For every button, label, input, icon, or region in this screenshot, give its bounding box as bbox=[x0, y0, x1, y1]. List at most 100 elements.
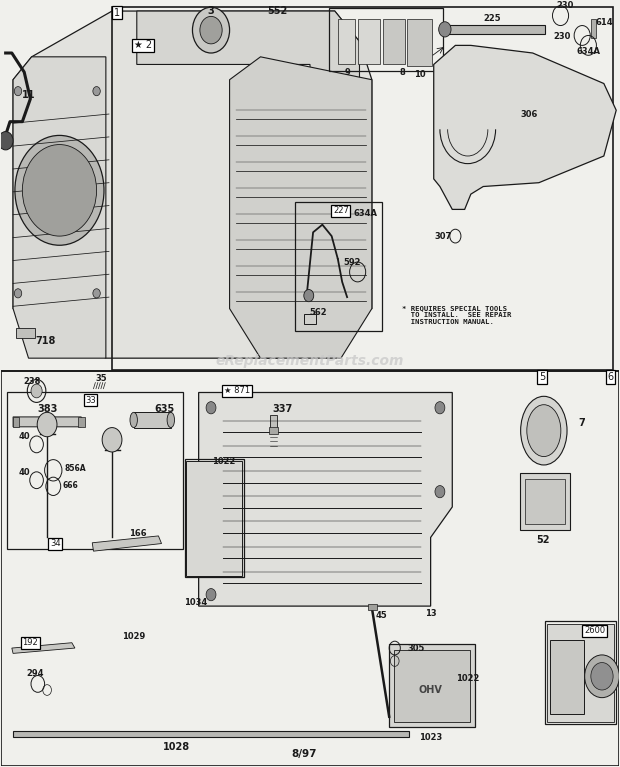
Polygon shape bbox=[12, 643, 75, 653]
Text: 225: 225 bbox=[484, 14, 502, 23]
Text: 10: 10 bbox=[414, 70, 426, 79]
Bar bbox=[547, 624, 614, 722]
Text: 294: 294 bbox=[26, 669, 43, 678]
Bar bbox=[383, 18, 405, 64]
Bar bbox=[1, 371, 619, 766]
Polygon shape bbox=[92, 536, 162, 551]
Bar bbox=[134, 413, 171, 427]
Text: 7: 7 bbox=[579, 418, 585, 428]
Bar bbox=[368, 604, 378, 610]
Circle shape bbox=[206, 588, 216, 601]
Bar bbox=[186, 461, 242, 575]
Ellipse shape bbox=[167, 413, 174, 427]
Polygon shape bbox=[198, 393, 452, 606]
Bar bbox=[112, 7, 613, 370]
Text: 166: 166 bbox=[129, 529, 147, 538]
Text: 614: 614 bbox=[595, 18, 613, 27]
Circle shape bbox=[37, 413, 57, 436]
Circle shape bbox=[31, 384, 42, 398]
Bar bbox=[525, 479, 565, 524]
Text: 9: 9 bbox=[344, 67, 350, 77]
Bar bbox=[520, 472, 570, 530]
Text: OHV: OHV bbox=[418, 685, 443, 695]
Text: 5: 5 bbox=[539, 372, 545, 382]
Text: 634A: 634A bbox=[577, 47, 600, 56]
Text: 305: 305 bbox=[408, 644, 425, 653]
Text: 635: 635 bbox=[154, 404, 175, 414]
Text: 718: 718 bbox=[35, 336, 55, 346]
Bar bbox=[550, 640, 584, 714]
Bar bbox=[358, 18, 380, 64]
Circle shape bbox=[22, 144, 97, 236]
Circle shape bbox=[14, 87, 22, 96]
Circle shape bbox=[206, 402, 216, 414]
Ellipse shape bbox=[527, 405, 561, 456]
Circle shape bbox=[192, 7, 229, 53]
Text: 40: 40 bbox=[19, 433, 30, 441]
Text: 11: 11 bbox=[22, 90, 35, 100]
Circle shape bbox=[93, 288, 100, 298]
Ellipse shape bbox=[130, 413, 138, 427]
Circle shape bbox=[14, 288, 22, 298]
Text: 8/97: 8/97 bbox=[291, 749, 317, 759]
Polygon shape bbox=[137, 11, 360, 80]
Text: 1034: 1034 bbox=[184, 597, 207, 607]
Text: 34: 34 bbox=[50, 539, 60, 548]
Text: 52: 52 bbox=[536, 535, 550, 545]
Circle shape bbox=[439, 21, 451, 37]
Text: 1029: 1029 bbox=[122, 632, 145, 641]
Circle shape bbox=[435, 402, 445, 414]
Text: * REQUIRES SPECIAL TOOLS
  TO INSTALL.  SEE REPAIR
  INSTRUCTION MANUAL.: * REQUIRES SPECIAL TOOLS TO INSTALL. SEE… bbox=[402, 304, 511, 324]
Polygon shape bbox=[434, 45, 616, 209]
Circle shape bbox=[0, 132, 13, 150]
Circle shape bbox=[435, 486, 445, 498]
Bar bbox=[185, 459, 244, 577]
Bar bbox=[394, 650, 470, 722]
Text: 1022: 1022 bbox=[211, 456, 235, 466]
Bar bbox=[304, 314, 316, 324]
Text: 45: 45 bbox=[375, 611, 387, 620]
Bar bbox=[443, 25, 545, 34]
Text: 1: 1 bbox=[114, 8, 120, 18]
Circle shape bbox=[585, 655, 619, 698]
Text: 307: 307 bbox=[435, 232, 451, 241]
Text: 230: 230 bbox=[554, 31, 571, 41]
Bar bbox=[338, 18, 355, 64]
Text: 856A: 856A bbox=[64, 464, 86, 473]
Text: 337: 337 bbox=[272, 404, 292, 414]
Bar bbox=[389, 644, 474, 726]
Circle shape bbox=[93, 87, 100, 96]
Text: 35: 35 bbox=[95, 374, 107, 384]
Text: 40: 40 bbox=[19, 468, 30, 477]
Text: 238: 238 bbox=[23, 377, 40, 386]
Bar bbox=[295, 202, 382, 331]
Bar bbox=[16, 328, 35, 337]
Text: ★ 2: ★ 2 bbox=[134, 41, 152, 51]
Circle shape bbox=[591, 663, 613, 690]
Bar bbox=[329, 8, 443, 71]
Text: 13: 13 bbox=[425, 609, 436, 618]
Bar bbox=[407, 18, 432, 66]
Polygon shape bbox=[13, 11, 372, 358]
Circle shape bbox=[102, 427, 122, 452]
Bar bbox=[78, 417, 86, 426]
Bar bbox=[591, 18, 596, 38]
Bar bbox=[13, 731, 409, 737]
Text: 227: 227 bbox=[333, 206, 349, 216]
Text: 592: 592 bbox=[343, 258, 361, 268]
Text: 1023: 1023 bbox=[419, 732, 442, 742]
Text: 192: 192 bbox=[22, 638, 38, 647]
Bar bbox=[268, 426, 278, 434]
Text: 666: 666 bbox=[62, 481, 78, 490]
Text: 6: 6 bbox=[608, 372, 614, 382]
Text: 306: 306 bbox=[521, 110, 538, 119]
Bar bbox=[7, 393, 183, 549]
Text: 3: 3 bbox=[208, 6, 215, 16]
Bar bbox=[13, 417, 19, 426]
Text: 33: 33 bbox=[85, 396, 95, 405]
Text: 634A: 634A bbox=[353, 209, 378, 218]
Text: 2600: 2600 bbox=[584, 626, 605, 635]
Text: 1022: 1022 bbox=[456, 674, 479, 683]
Circle shape bbox=[15, 136, 104, 245]
Text: 562: 562 bbox=[309, 308, 327, 317]
